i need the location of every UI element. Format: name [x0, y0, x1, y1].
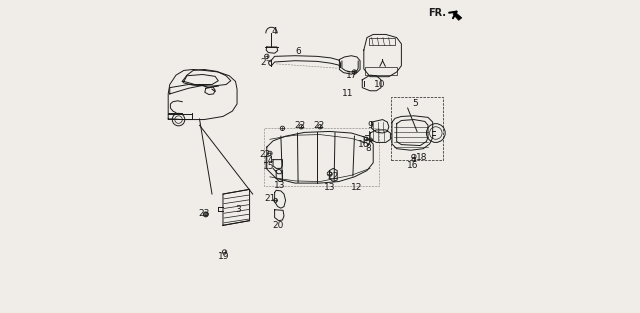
Text: 23: 23 [198, 209, 209, 218]
Bar [264, 128, 380, 186]
Text: 19: 19 [218, 252, 230, 261]
Text: 2: 2 [261, 58, 266, 67]
Text: 10: 10 [374, 80, 385, 89]
Circle shape [204, 212, 208, 217]
Text: 21: 21 [264, 194, 276, 203]
Text: 16: 16 [406, 161, 418, 170]
Polygon shape [453, 12, 462, 20]
Text: 5: 5 [413, 100, 419, 108]
Bar [369, 38, 395, 45]
Text: 13: 13 [324, 183, 335, 192]
Text: 22: 22 [327, 172, 338, 181]
Text: 22: 22 [314, 121, 324, 130]
Text: 16: 16 [358, 140, 369, 149]
Text: 17: 17 [346, 71, 357, 80]
Text: 22: 22 [294, 121, 305, 130]
Text: 15: 15 [263, 162, 275, 171]
Text: 13: 13 [273, 181, 285, 190]
Bar [392, 97, 443, 160]
Text: 4: 4 [272, 27, 277, 36]
Text: 8: 8 [365, 144, 371, 153]
Bar [365, 67, 397, 75]
Text: 12: 12 [351, 183, 363, 192]
Text: 20: 20 [273, 222, 284, 230]
Text: 9: 9 [367, 121, 373, 130]
Text: 6: 6 [295, 47, 301, 56]
Text: 3: 3 [236, 205, 241, 214]
Text: FR.: FR. [428, 8, 446, 18]
Text: 22: 22 [260, 151, 271, 159]
Text: 14: 14 [263, 156, 275, 165]
Text: 11: 11 [342, 90, 354, 98]
Text: 7: 7 [365, 139, 371, 148]
Text: 18: 18 [416, 153, 428, 162]
Text: 1: 1 [361, 136, 367, 145]
